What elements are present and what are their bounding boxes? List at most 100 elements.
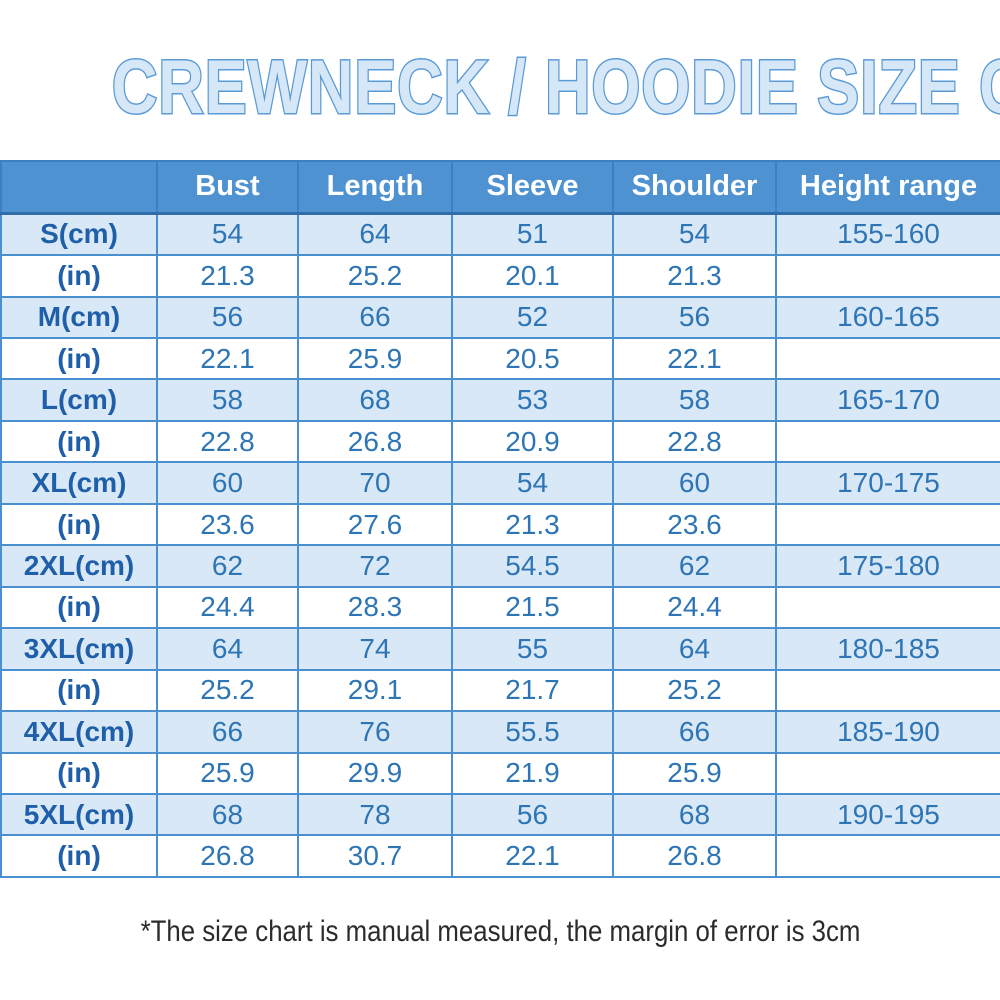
cell-height-range: 170-175 [775, 461, 1000, 505]
cell-sleeve: 51 [451, 211, 614, 257]
cell-height-range: 165-170 [775, 378, 1000, 422]
cell-bust: 58 [156, 378, 299, 422]
table-row: L(cm) 58 68 53 58 165-170 [0, 378, 1000, 422]
cell-sleeve: 54 [451, 461, 614, 505]
table-row: (in) 26.8 30.7 22.1 26.8 [0, 834, 1000, 878]
row-label: M(cm) [0, 295, 158, 339]
cell-bust: 25.2 [156, 668, 299, 713]
table-row: (in) 21.3 25.2 20.1 21.3 [0, 254, 1000, 298]
cell-height-range [775, 585, 1000, 630]
table-body: S(cm) 54 64 51 54 155-160 (in) 21.3 25.2… [0, 211, 1000, 878]
table-row: (in) 23.6 27.6 21.3 23.6 [0, 502, 1000, 547]
table-row: (in) 25.9 29.9 21.9 25.9 [0, 751, 1000, 795]
cell-shoulder: 64 [612, 627, 777, 671]
row-label: S(cm) [0, 211, 158, 257]
table-row: 3XL(cm) 64 74 55 64 180-185 [0, 627, 1000, 671]
cell-bust: 23.6 [156, 502, 299, 547]
cell-bust: 21.3 [156, 254, 299, 298]
cell-length: 68 [297, 378, 453, 422]
cell-shoulder: 58 [612, 378, 777, 422]
cell-bust: 22.8 [156, 419, 299, 464]
cell-sleeve: 52 [451, 295, 614, 339]
cell-sleeve: 56 [451, 792, 614, 837]
row-label: (in) [0, 254, 158, 298]
cell-sleeve: 53 [451, 378, 614, 422]
cell-height-range: 175-180 [775, 544, 1000, 588]
footnote: *The size chart is manual measured, the … [0, 915, 1000, 949]
cell-length: 72 [297, 544, 453, 588]
cell-shoulder: 62 [612, 544, 777, 588]
cell-sleeve: 21.5 [451, 585, 614, 630]
table-row: 4XL(cm) 66 76 55.5 66 185-190 [0, 710, 1000, 754]
row-label: (in) [0, 585, 158, 630]
cell-height-range [775, 668, 1000, 713]
table-header: Bust Length Sleeve Shoulder Height range [0, 160, 1000, 215]
table-row: S(cm) 54 64 51 54 155-160 [0, 211, 1000, 257]
cell-bust: 25.9 [156, 751, 299, 795]
cell-length: 64 [297, 211, 453, 257]
cell-height-range: 180-185 [775, 627, 1000, 671]
page-title-container: CREWNECK / HOODIE SIZE CHART [0, 44, 1000, 130]
cell-length: 74 [297, 627, 453, 671]
cell-bust: 22.1 [156, 336, 299, 381]
cell-sleeve: 21.3 [451, 502, 614, 547]
cell-sleeve: 20.9 [451, 419, 614, 464]
cell-height-range [775, 336, 1000, 381]
row-label: 4XL(cm) [0, 710, 158, 754]
cell-height-range [775, 254, 1000, 298]
cell-length: 30.7 [297, 834, 453, 878]
row-label: 2XL(cm) [0, 544, 158, 588]
cell-length: 66 [297, 295, 453, 339]
cell-bust: 24.4 [156, 585, 299, 630]
cell-shoulder: 68 [612, 792, 777, 837]
cell-bust: 64 [156, 627, 299, 671]
cell-height-range [775, 419, 1000, 464]
footnote-text: *The size chart is manual measured, the … [140, 915, 860, 948]
cell-height-range [775, 834, 1000, 878]
cell-bust: 60 [156, 461, 299, 505]
cell-shoulder: 23.6 [612, 502, 777, 547]
cell-bust: 26.8 [156, 834, 299, 878]
header-cell-size [0, 160, 158, 215]
row-label: 3XL(cm) [0, 627, 158, 671]
cell-shoulder: 60 [612, 461, 777, 505]
header-row: Bust Length Sleeve Shoulder Height range [0, 160, 1000, 215]
row-label: (in) [0, 419, 158, 464]
cell-height-range: 185-190 [775, 710, 1000, 754]
cell-bust: 66 [156, 710, 299, 754]
cell-length: 76 [297, 710, 453, 754]
cell-length: 27.6 [297, 502, 453, 547]
header-cell-shoulder: Shoulder [612, 160, 777, 215]
table-row: 2XL(cm) 62 72 54.5 62 175-180 [0, 544, 1000, 588]
cell-height-range: 155-160 [775, 211, 1000, 257]
cell-shoulder: 25.9 [612, 751, 777, 795]
row-label: (in) [0, 751, 158, 795]
cell-height-range [775, 751, 1000, 795]
cell-sleeve: 20.1 [451, 254, 614, 298]
cell-length: 25.9 [297, 336, 453, 381]
cell-shoulder: 25.2 [612, 668, 777, 713]
header-cell-sleeve: Sleeve [451, 160, 614, 215]
row-label: 5XL(cm) [0, 792, 158, 837]
cell-height-range: 190-195 [775, 792, 1000, 837]
table-row: M(cm) 56 66 52 56 160-165 [0, 295, 1000, 339]
cell-length: 70 [297, 461, 453, 505]
table-row: (in) 22.8 26.8 20.9 22.8 [0, 419, 1000, 464]
cell-bust: 54 [156, 211, 299, 257]
cell-shoulder: 24.4 [612, 585, 777, 630]
cell-sleeve: 55.5 [451, 710, 614, 754]
cell-shoulder: 26.8 [612, 834, 777, 878]
cell-bust: 56 [156, 295, 299, 339]
cell-sleeve: 21.9 [451, 751, 614, 795]
row-label: (in) [0, 502, 158, 547]
cell-length: 25.2 [297, 254, 453, 298]
cell-shoulder: 22.1 [612, 336, 777, 381]
header-cell-height-range: Height range [775, 160, 1000, 215]
size-chart-table: Bust Length Sleeve Shoulder Height range… [0, 160, 1000, 878]
row-label: (in) [0, 834, 158, 878]
cell-sleeve: 21.7 [451, 668, 614, 713]
cell-length: 29.1 [297, 668, 453, 713]
cell-shoulder: 22.8 [612, 419, 777, 464]
cell-sleeve: 22.1 [451, 834, 614, 878]
cell-shoulder: 21.3 [612, 254, 777, 298]
